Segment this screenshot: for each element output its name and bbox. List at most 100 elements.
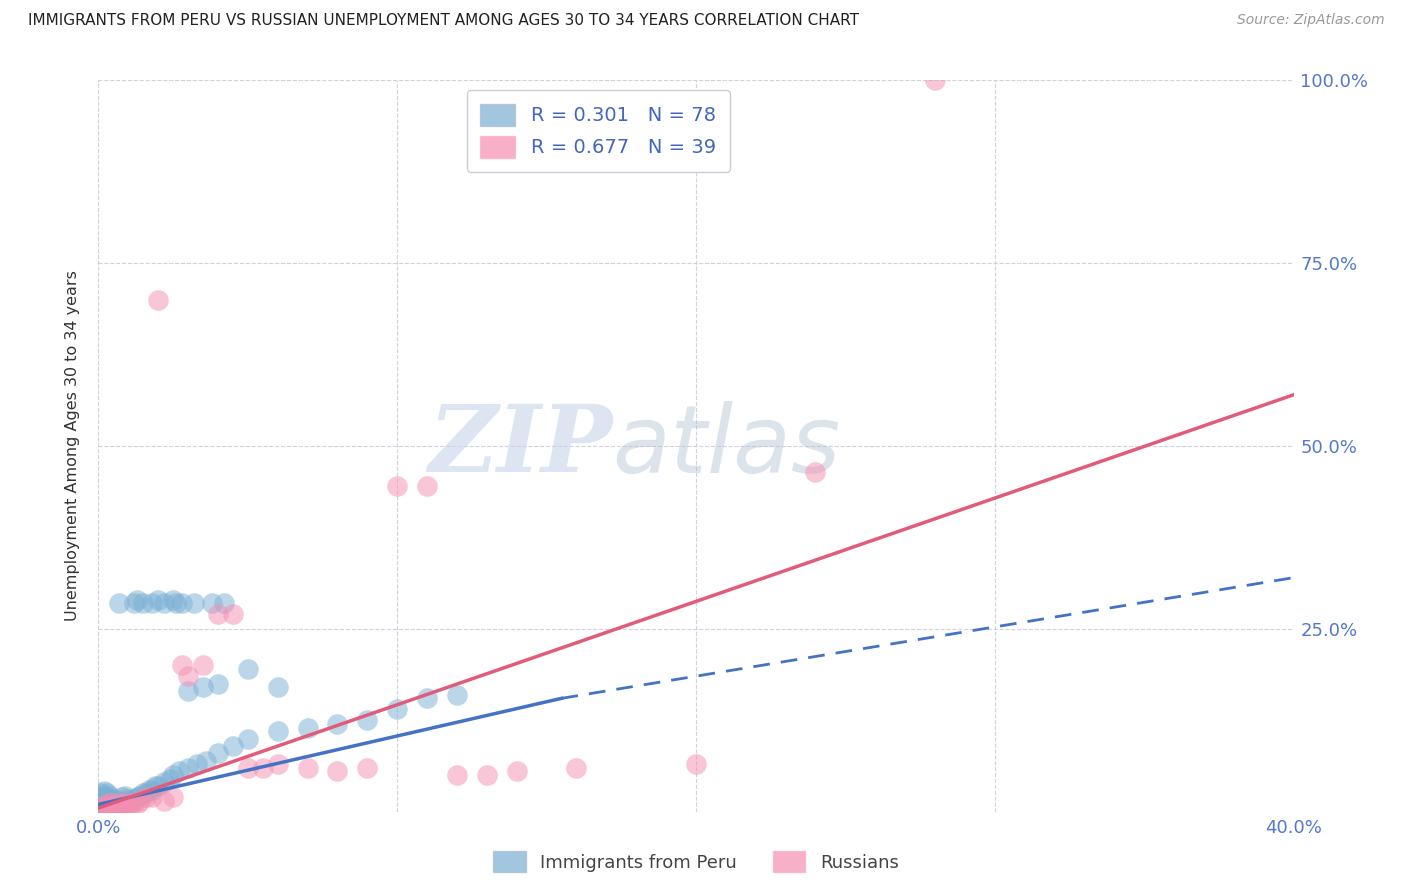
Point [96, 797, 118, 812]
Point [924, 73, 946, 87]
Point [129, 794, 152, 808]
Point [100, 789, 122, 803]
Point [297, 761, 319, 775]
Point [207, 746, 229, 760]
Point [93, 789, 115, 803]
Point [96, 796, 118, 810]
Point [114, 796, 136, 810]
Point [177, 761, 200, 775]
Point [117, 796, 139, 810]
Point [446, 768, 468, 782]
Point [685, 757, 707, 772]
Point [105, 797, 128, 812]
Point [90, 801, 112, 815]
Point [93, 801, 115, 815]
Point [201, 596, 224, 610]
Point [207, 676, 229, 690]
Point [195, 754, 218, 768]
Point [236, 662, 259, 676]
Point [120, 794, 142, 808]
Text: ZIP: ZIP [427, 401, 613, 491]
Point [90, 787, 112, 801]
Point [135, 787, 157, 801]
Point [172, 596, 194, 610]
Point [191, 681, 214, 695]
Point [103, 797, 125, 812]
Point [416, 691, 439, 706]
Point [127, 790, 149, 805]
Point [162, 592, 184, 607]
Point [117, 797, 139, 812]
Point [100, 794, 122, 808]
Point [96, 791, 118, 805]
Point [141, 596, 163, 610]
Point [93, 796, 115, 810]
Point [141, 782, 163, 797]
Text: atlas: atlas [613, 401, 841, 491]
Point [236, 731, 259, 746]
Point [100, 801, 122, 815]
Point [105, 794, 128, 808]
Point [143, 779, 166, 793]
Point [90, 794, 112, 808]
Point [103, 801, 125, 815]
Point [111, 798, 134, 813]
Text: IMMIGRANTS FROM PERU VS RUSSIAN UNEMPLOYMENT AMONG AGES 30 TO 34 YEARS CORRELATI: IMMIGRANTS FROM PERU VS RUSSIAN UNEMPLOY… [28, 13, 859, 29]
Point [165, 596, 187, 610]
Point [96, 787, 118, 801]
Point [356, 761, 378, 775]
Point [90, 797, 112, 812]
Point [207, 607, 229, 622]
Point [191, 658, 214, 673]
Point [172, 658, 194, 673]
Point [385, 702, 409, 716]
Point [416, 479, 439, 493]
Point [108, 798, 131, 813]
Point [111, 790, 134, 805]
Point [183, 596, 205, 610]
Point [148, 779, 170, 793]
Point [105, 798, 128, 813]
Point [93, 784, 115, 798]
Point [565, 761, 588, 775]
Point [96, 798, 118, 813]
Point [132, 596, 155, 610]
Point [267, 681, 290, 695]
Legend: Immigrants from Peru, Russians: Immigrants from Peru, Russians [486, 844, 905, 880]
Point [267, 757, 290, 772]
Point [114, 797, 136, 812]
Point [153, 775, 176, 789]
Point [153, 794, 176, 808]
Point [446, 688, 468, 702]
Point [148, 293, 170, 307]
Point [177, 669, 200, 683]
Point [475, 768, 498, 782]
Point [177, 684, 200, 698]
Point [108, 596, 131, 610]
Point [111, 797, 134, 812]
Point [90, 801, 112, 815]
Point [127, 592, 149, 607]
Point [804, 465, 827, 479]
Point [93, 791, 115, 805]
Point [129, 789, 152, 803]
Point [212, 596, 235, 610]
Point [127, 797, 149, 812]
Point [117, 791, 139, 805]
Point [326, 717, 349, 731]
Point [124, 796, 146, 810]
Point [138, 782, 160, 797]
Point [93, 798, 115, 813]
Point [148, 592, 170, 607]
Point [222, 607, 245, 622]
Point [120, 797, 142, 812]
Point [114, 789, 136, 803]
Point [252, 761, 274, 775]
Point [222, 739, 245, 753]
Point [108, 794, 131, 808]
Point [153, 596, 176, 610]
Point [96, 801, 118, 815]
Point [124, 791, 146, 805]
Point [159, 772, 181, 786]
Point [297, 721, 319, 735]
